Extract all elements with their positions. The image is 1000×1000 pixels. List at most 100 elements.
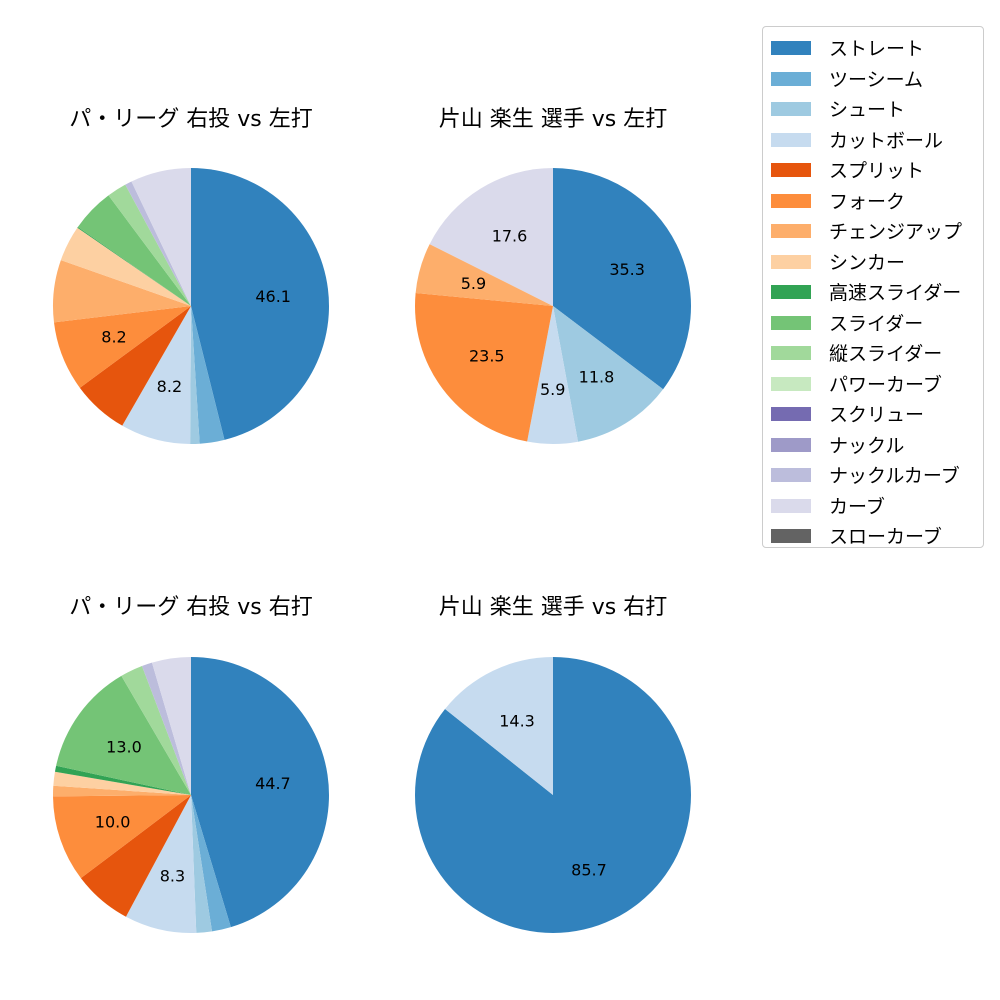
pie-slice (60, 227, 191, 306)
legend-label: スクリュー (829, 404, 925, 426)
legend-label: ツーシーム (829, 68, 924, 91)
legend-swatch (771, 254, 811, 269)
legend-item: カーブ (771, 490, 981, 520)
legend-swatch (771, 346, 811, 360)
slice-data-label: 35.3 (609, 260, 645, 279)
pie-slice (79, 306, 191, 426)
legend-swatch (771, 498, 811, 513)
pie-slice (108, 184, 191, 306)
pie-slice (553, 306, 664, 442)
slice-data-label: 5.9 (461, 274, 486, 293)
legend-label: ナックルカーブ (829, 465, 960, 487)
legend-item: ツーシーム (771, 63, 981, 93)
legend-swatch (771, 163, 811, 177)
pie-slice (191, 795, 213, 933)
pie-slice (190, 306, 200, 445)
legend-item: スライダー (771, 307, 981, 337)
pie-slice (80, 795, 191, 917)
pie-slice (429, 168, 553, 306)
legend-item: スクリュー (771, 398, 981, 428)
legend-label: スローカーブ (829, 526, 942, 548)
legend-item: チェンジアップ (771, 215, 981, 245)
pie-slice (53, 795, 192, 879)
legend-swatch (771, 315, 811, 330)
legend-label: ナックル (829, 434, 905, 457)
pie-chart-4: 片山 楽生 選手 vs 右打 85.7 14.3 (415, 595, 692, 933)
legend-item: ナックル (771, 429, 981, 459)
legend-swatch (771, 468, 811, 482)
pie-slice (52, 260, 191, 323)
legend: ストレートツーシーム シュートカットボール スプリットフォークチェンジアップ シンカー… (762, 26, 984, 548)
pie-slice (415, 657, 692, 933)
legend-label: 高速スライダー (829, 282, 962, 304)
slice-data-label: 44.7 (255, 774, 291, 793)
legend-item: ナックルカーブ (771, 459, 981, 489)
slice-data-label: 23.5 (469, 347, 505, 366)
legend-label: シンカー (829, 251, 906, 274)
pie-chart-1: パ・リーグ 右投 vs 左打 46.1 8.2 8.2 (52, 107, 329, 445)
pie-slice (53, 785, 192, 797)
pie-slice (77, 227, 191, 306)
pie-slice (122, 306, 191, 444)
legend-label: カーブ (829, 495, 885, 518)
pie-slice (415, 244, 553, 306)
chart-title: 片山 楽生 選手 vs 左打 (439, 107, 667, 132)
legend-label: カットボール (829, 129, 944, 152)
legend-swatch (771, 437, 811, 452)
legend-item: スプリット (771, 154, 981, 184)
pie-slice (151, 657, 191, 795)
slice-data-label: 8.2 (157, 377, 182, 396)
legend-swatch (771, 285, 811, 299)
pie-slice (191, 657, 330, 928)
pie-slice (415, 293, 553, 442)
legend-swatch (771, 407, 811, 421)
slice-data-label: 13.0 (106, 737, 142, 756)
legend-item: 高速スライダー (771, 276, 981, 306)
legend-item: シンカー (771, 246, 981, 276)
legend-swatch (771, 529, 811, 543)
pie-slice (121, 666, 191, 795)
slice-data-label: 14.3 (499, 711, 535, 730)
legend-item: 縦スライダー (771, 337, 981, 367)
legend-label: 縦スライダー (829, 343, 943, 365)
slice-data-label: 5.9 (540, 380, 565, 399)
legend-swatch (771, 71, 811, 86)
legend-swatch (771, 193, 811, 208)
legend-item: シュート (771, 93, 981, 123)
chart-title: 片山 楽生 選手 vs 右打 (439, 595, 667, 620)
pie-slice (56, 675, 192, 795)
legend-swatch (771, 376, 811, 391)
pie-slice (445, 657, 553, 795)
pie-slice (125, 795, 197, 933)
pie-slice (131, 168, 191, 306)
pie-slice (191, 168, 329, 440)
legend-item: フォーク (771, 185, 981, 215)
legend-label: フォーク (829, 190, 906, 213)
pie-slice (125, 181, 191, 306)
legend-swatch (771, 41, 811, 55)
chart-title: パ・リーグ 右投 vs 右打 (69, 595, 312, 620)
legend-swatch (771, 102, 811, 116)
legend-swatch (771, 224, 811, 238)
legend-item: パワーカーブ (771, 368, 981, 398)
slice-data-label: 8.3 (160, 867, 185, 886)
pie-chart-2: 片山 楽生 選手 vs 左打 35.3 11.8 5.9 23.5 5.9 17.6 (415, 107, 691, 445)
legend-label: チェンジアップ (829, 221, 963, 243)
pie-slice (191, 306, 225, 444)
chart-title: パ・リーグ 右投 vs 左打 (69, 107, 312, 132)
slice-data-label: 85.7 (571, 861, 607, 880)
legend-item: カットボール (771, 124, 981, 154)
pie-chart-3: パ・リーグ 右投 vs 右打 44.7 8.3 10.0 13.0 (53, 595, 330, 933)
legend-label: スプリット (829, 160, 925, 182)
legend-label: ストレート (829, 38, 925, 60)
pie-slice (553, 168, 691, 390)
slice-data-label: 10.0 (95, 813, 131, 832)
legend-item: ストレート (771, 32, 981, 62)
slice-data-label: 8.2 (101, 327, 126, 346)
pie-slice (53, 771, 192, 795)
legend-label: スライダー (829, 312, 924, 335)
legend-swatch (771, 132, 811, 147)
pie-slice (77, 195, 191, 306)
legend-item: スローカーブ (771, 520, 981, 550)
